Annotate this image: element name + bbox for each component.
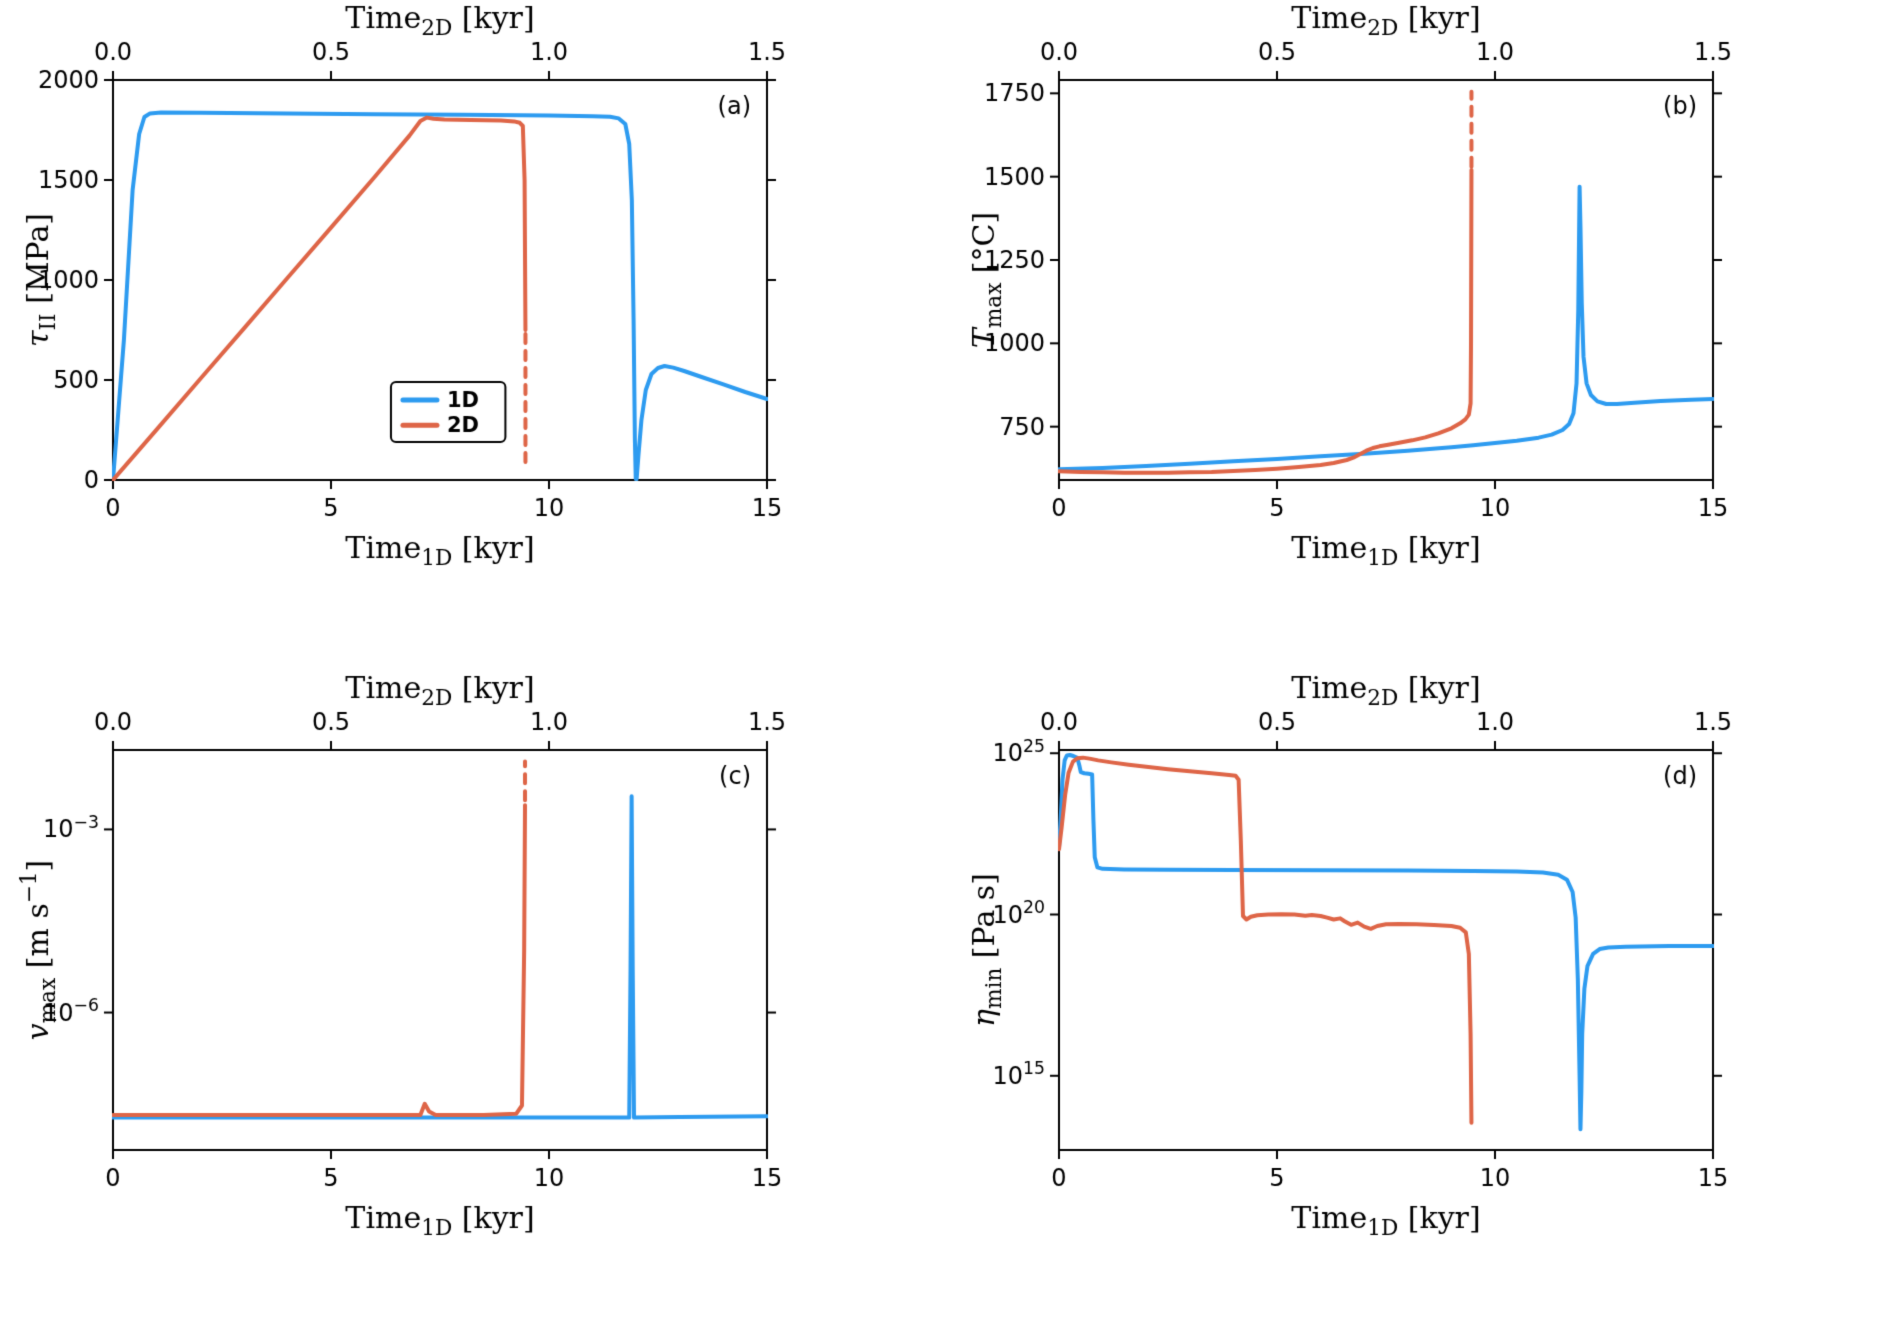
panel-c bbox=[0, 670, 946, 1340]
panel-b-chart bbox=[946, 0, 1892, 670]
panel-d bbox=[946, 670, 1892, 1340]
panel-d-chart bbox=[946, 670, 1892, 1340]
panel-b bbox=[946, 0, 1892, 670]
panel-a bbox=[0, 0, 946, 670]
panel-c-chart bbox=[0, 670, 946, 1340]
panel-a-chart bbox=[0, 0, 946, 670]
